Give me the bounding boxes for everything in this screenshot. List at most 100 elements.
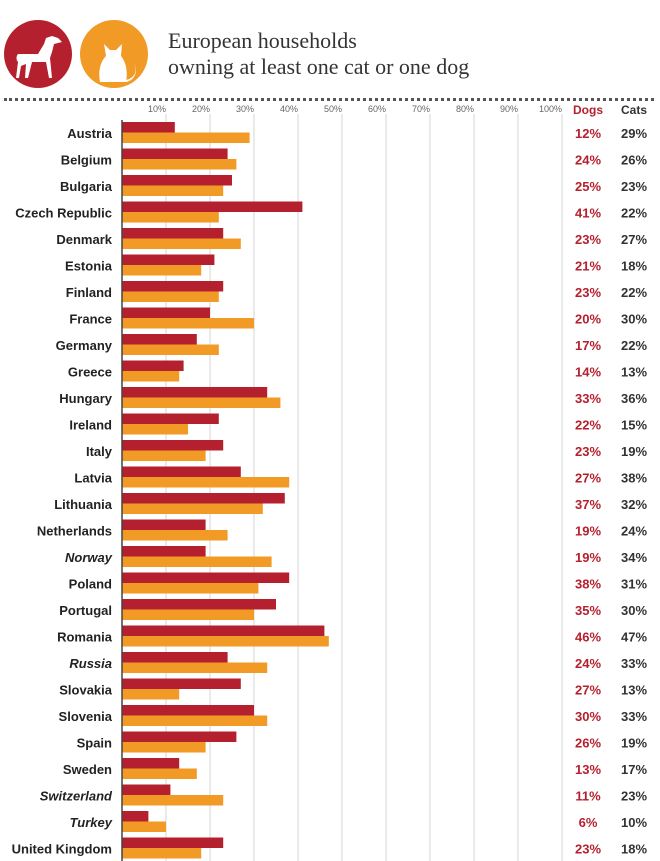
dogs-value-label: 23%: [575, 842, 601, 857]
dogs-value-label: 17%: [575, 338, 601, 353]
x-tick-label: 50%: [324, 104, 342, 114]
x-tick-label: 40%: [280, 104, 298, 114]
bar-cats: [122, 848, 202, 859]
bar-cats: [122, 689, 180, 700]
bar-cats: [122, 636, 329, 647]
bar-dogs: [122, 413, 219, 424]
cats-value-label: 24%: [621, 524, 647, 539]
bar-dogs: [122, 678, 241, 689]
bar-dogs: [122, 493, 285, 504]
category-label: Greece: [68, 365, 112, 380]
dogs-value-label: 19%: [575, 524, 601, 539]
cats-value-label: 23%: [621, 179, 647, 194]
bar-dogs: [122, 334, 197, 345]
cats-value-label: 38%: [621, 471, 647, 486]
bar-dogs: [122, 546, 206, 557]
bar-cats: [122, 344, 219, 355]
x-tick-label: 100%: [539, 104, 562, 114]
cats-value-label: 18%: [621, 259, 647, 274]
x-tick-label: 80%: [456, 104, 474, 114]
dogs-value-label: 12%: [575, 126, 601, 141]
bar-cats: [122, 318, 254, 329]
bar-cats: [122, 265, 202, 276]
cats-value-label: 22%: [621, 285, 647, 300]
header: European households owning at least one …: [0, 0, 660, 100]
bar-dogs: [122, 175, 232, 186]
x-tick-label: 70%: [412, 104, 430, 114]
x-tick-label: 20%: [192, 104, 210, 114]
dogs-value-label: 21%: [575, 259, 601, 274]
cats-value-label: 15%: [621, 418, 647, 433]
category-label: Norway: [65, 550, 113, 565]
dogs-value-label: 35%: [575, 603, 601, 618]
cats-value-label: 13%: [621, 365, 647, 380]
cats-value-label: 19%: [621, 444, 647, 459]
bar-cats: [122, 477, 290, 488]
bar-dogs: [122, 466, 241, 477]
cats-column-header: Cats: [621, 103, 647, 117]
cats-value-label: 33%: [621, 656, 647, 671]
header-divider: [4, 98, 654, 101]
bar-cats: [122, 238, 241, 249]
bar-dogs: [122, 837, 224, 848]
bar-cats: [122, 503, 263, 514]
category-label: Denmark: [56, 232, 112, 247]
cats-value-label: 33%: [621, 709, 647, 724]
category-labels: Austria Belgium Bulgaria Czech Republic Denm…: [12, 126, 113, 857]
category-label: Switzerland: [40, 789, 113, 804]
cats-value-label: 23%: [621, 789, 647, 804]
bar-cats: [122, 530, 228, 541]
value-labels: 12% 29% 24% 26% 25% 23% 41% 22% 23% 27% 21% 18% 23% 2…: [575, 126, 647, 857]
bar-dogs: [122, 307, 210, 318]
bar-dogs: [122, 281, 224, 292]
category-label: Austria: [67, 126, 113, 141]
cats-value-label: 32%: [621, 497, 647, 512]
bar-dogs: [122, 731, 237, 742]
dogs-value-label: 26%: [575, 736, 601, 751]
category-label: France: [69, 312, 112, 327]
cats-value-label: 10%: [621, 815, 647, 830]
x-tick-label: 10%: [148, 104, 166, 114]
dogs-value-label: 33%: [575, 391, 601, 406]
bar-cats: [122, 132, 250, 143]
bar-dogs: [122, 122, 175, 133]
dogs-value-label: 37%: [575, 497, 601, 512]
category-label: Portugal: [59, 603, 112, 618]
dogs-value-label: 19%: [575, 550, 601, 565]
bar-chart: 10% 20% 30% 40% 50% 60% 70% 80% 90% 100% Dogs Cats…: [12, 103, 647, 861]
x-tick-label: 90%: [500, 104, 518, 114]
cats-value-label: 30%: [621, 603, 647, 618]
bar-cats: [122, 159, 237, 170]
bar-cats: [122, 556, 272, 567]
dogs-value-label: 23%: [575, 232, 601, 247]
x-tick-labels: 10% 20% 30% 40% 50% 60% 70% 80% 90% 100%: [148, 104, 562, 114]
bar-dogs: [122, 652, 228, 663]
dogs-value-label: 25%: [575, 179, 601, 194]
bar-dogs: [122, 387, 268, 398]
category-label: Hungary: [59, 391, 113, 406]
cats-value-label: 26%: [621, 153, 647, 168]
bar-dogs: [122, 758, 180, 769]
category-label: Germany: [56, 338, 113, 353]
dog-icon: [4, 20, 72, 88]
dogs-column-header: Dogs: [573, 103, 603, 117]
dogs-value-label: 24%: [575, 656, 601, 671]
category-label: Bulgaria: [60, 179, 113, 194]
bar-dogs: [122, 784, 171, 795]
bar-cats: [122, 397, 281, 408]
category-label: Czech Republic: [15, 206, 112, 221]
cats-value-label: 29%: [621, 126, 647, 141]
cats-value-label: 17%: [621, 762, 647, 777]
category-label: Slovakia: [59, 683, 113, 698]
cat-icon: [80, 20, 148, 88]
dogs-value-label: 22%: [575, 418, 601, 433]
bar-cats: [122, 185, 224, 196]
category-label: Netherlands: [37, 524, 112, 539]
bar-dogs: [122, 705, 254, 716]
category-label: Romania: [57, 630, 113, 645]
category-label: Estonia: [65, 259, 113, 274]
dogs-value-label: 24%: [575, 153, 601, 168]
cats-value-label: 18%: [621, 842, 647, 857]
bars: [122, 122, 329, 859]
category-label: Ireland: [69, 418, 112, 433]
